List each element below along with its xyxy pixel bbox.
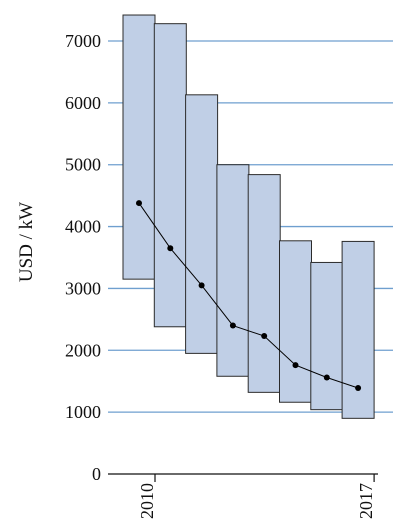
range-bar-2015 xyxy=(279,240,312,403)
series-point-2010 xyxy=(136,200,142,207)
series-point-2016 xyxy=(323,374,330,381)
y-tick-label-6000: 6000 xyxy=(65,93,101,113)
x-tick-label-2017: 2017 xyxy=(356,483,376,519)
y-axis-title: USD / kW xyxy=(16,202,37,282)
range-bar-2010 xyxy=(122,14,156,280)
axes xyxy=(108,473,378,482)
range-bar-2013 xyxy=(216,164,250,377)
series-point-2011 xyxy=(167,245,174,252)
range-bar-2011 xyxy=(153,23,187,328)
series-point-2015 xyxy=(292,362,299,369)
y-tick-label-3000: 3000 xyxy=(65,278,101,298)
range-bar-2017 xyxy=(341,240,375,419)
y-tick-label-7000: 7000 xyxy=(65,31,101,51)
range-bar-2016 xyxy=(310,261,344,411)
average-series xyxy=(136,200,362,392)
series-point-2013 xyxy=(229,322,236,329)
y-tick-label-5000: 5000 xyxy=(65,155,101,175)
y-tick-label-1000: 1000 xyxy=(65,402,101,422)
y-tick-label-4000: 4000 xyxy=(65,217,101,237)
series-point-2014 xyxy=(261,333,268,340)
y-tick-label-0: 0 xyxy=(92,464,101,484)
range-bar-2012 xyxy=(185,94,219,354)
range-bars xyxy=(122,14,375,419)
range-bar-2014 xyxy=(247,174,281,393)
series-line-0 xyxy=(138,202,359,389)
series-point-2017 xyxy=(355,385,362,392)
series-point-2012 xyxy=(198,282,205,289)
y-tick-label-2000: 2000 xyxy=(65,340,101,360)
x-tick-label-2010: 2010 xyxy=(137,483,157,519)
axis-labels: 0 1000 2000 3000 4000 5000 6000 7000 2010 2017 USD… xyxy=(16,31,376,519)
